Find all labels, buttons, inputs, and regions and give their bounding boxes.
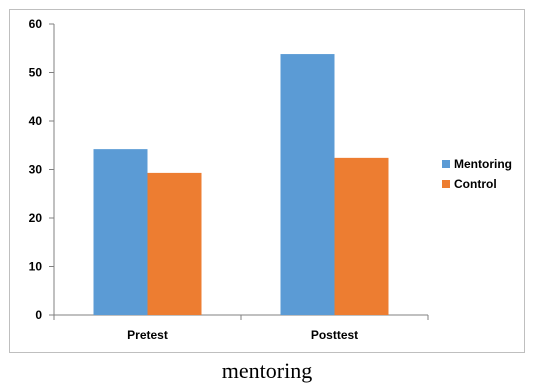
- y-tick-label: 20: [29, 211, 43, 225]
- figure-caption: mentoring: [221, 358, 313, 383]
- legend-swatch-mentoring: [442, 160, 450, 168]
- bar-mentoring-posttest: [280, 54, 335, 315]
- y-tick-label: 50: [29, 66, 43, 80]
- bar-control-pretest: [147, 172, 202, 315]
- legend-swatch-control: [442, 180, 450, 188]
- y-tick-label: 60: [29, 17, 43, 31]
- bar-control-posttest: [334, 157, 389, 315]
- x-category-label: Pretest: [127, 328, 168, 342]
- y-tick-label: 10: [29, 260, 43, 274]
- y-tick-label: 40: [29, 114, 43, 128]
- x-category-label: Posttest: [311, 328, 358, 342]
- legend-label-mentoring: Mentoring: [454, 157, 512, 171]
- legend-label-control: Control: [454, 177, 497, 191]
- y-tick-label: 0: [35, 308, 42, 322]
- y-tick-label: 30: [29, 163, 43, 177]
- bar-mentoring-pretest: [93, 149, 148, 315]
